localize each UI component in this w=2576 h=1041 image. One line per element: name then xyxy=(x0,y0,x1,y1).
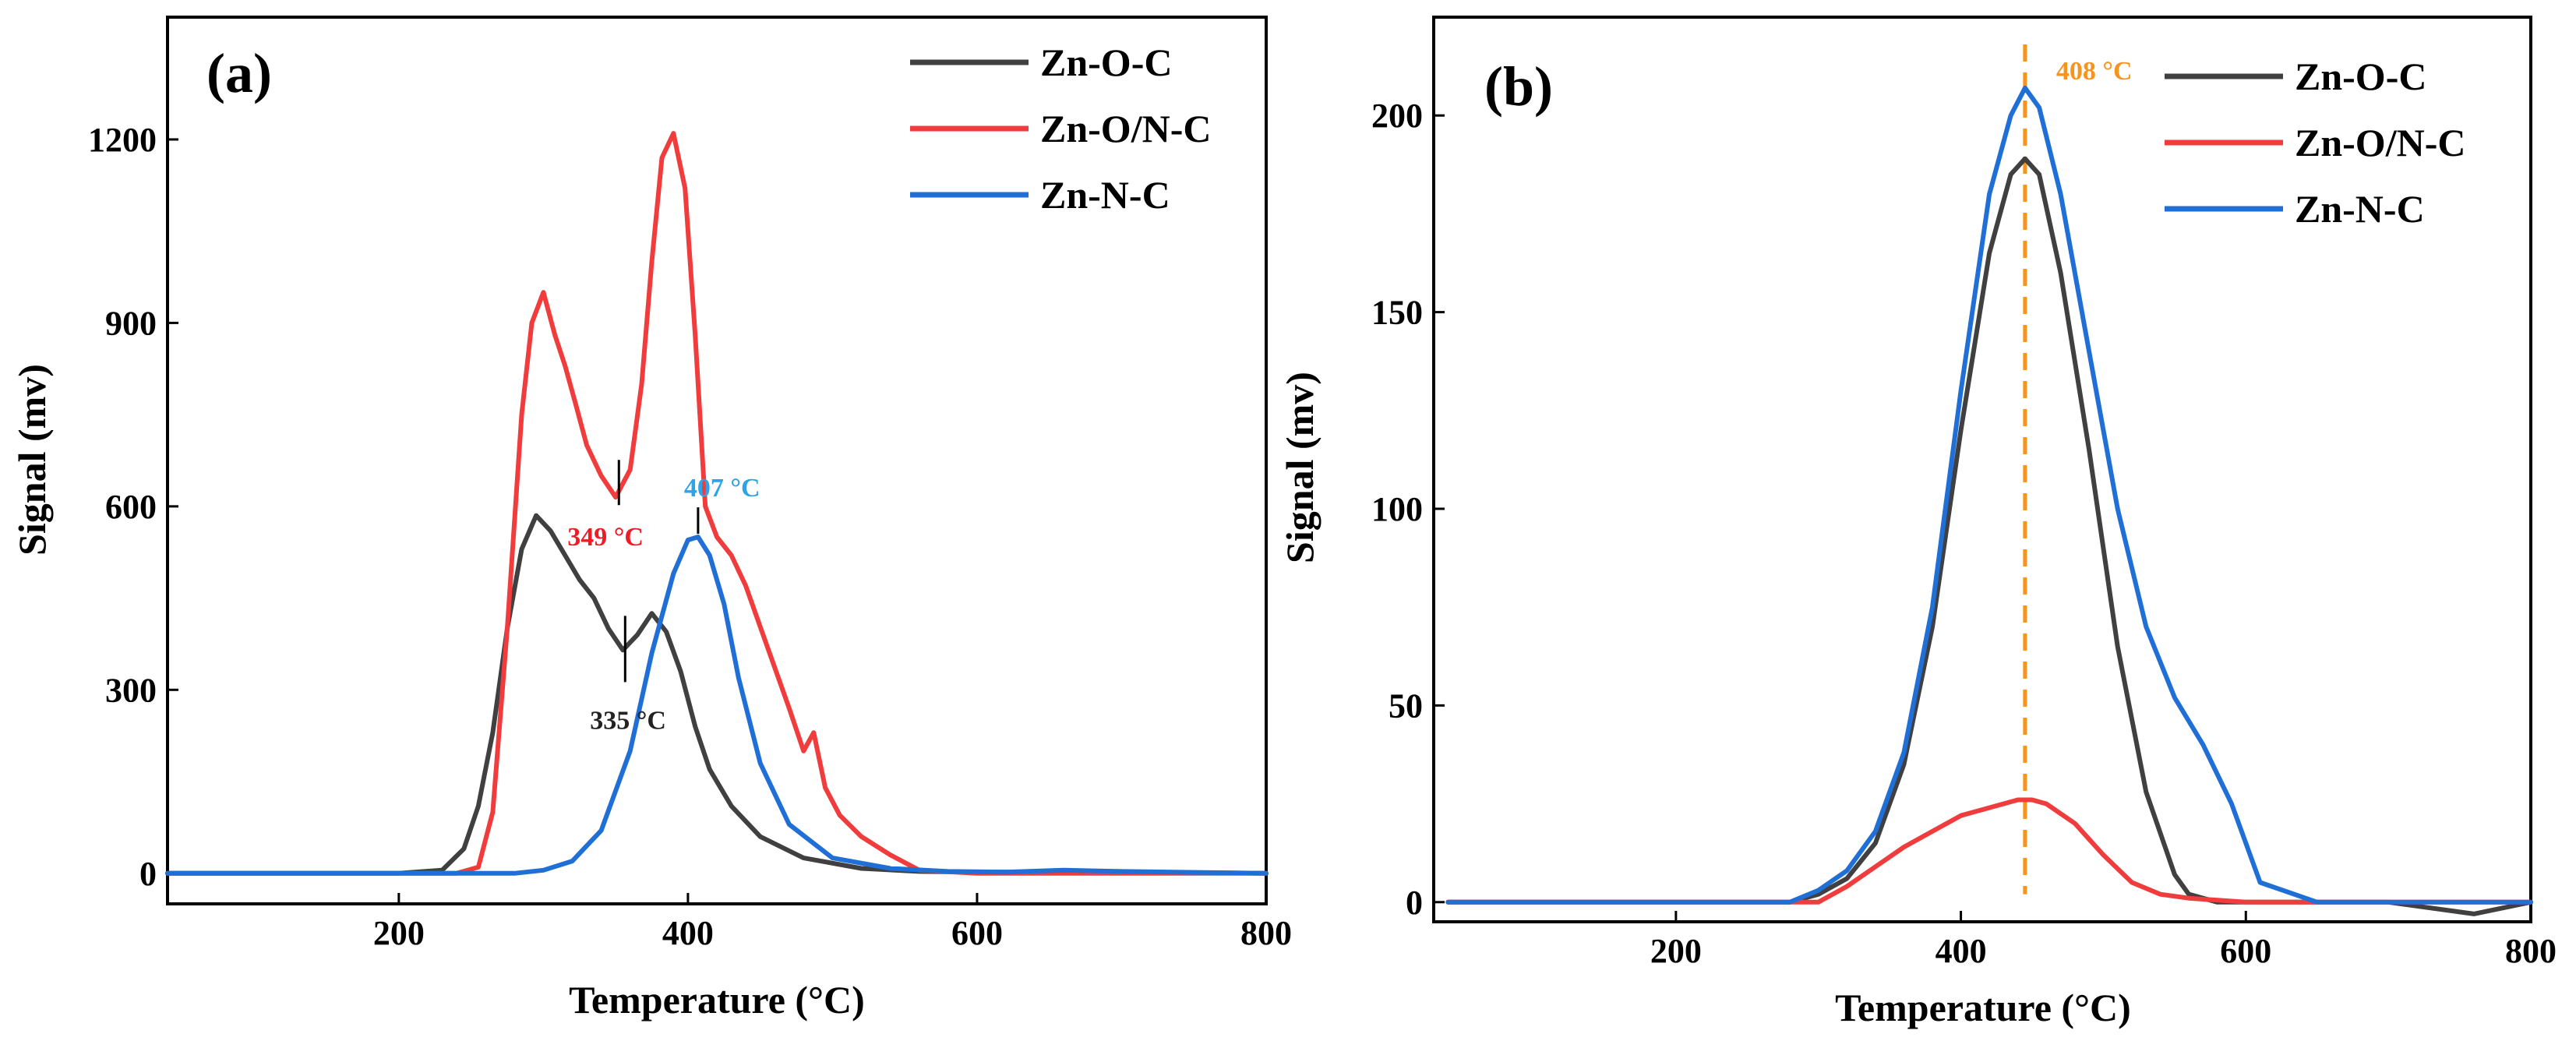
panel-a-x-tick-label: 400 xyxy=(662,914,714,952)
panel-a-y-tick-label: 300 xyxy=(105,671,157,709)
panel-b-y-tick-label: 50 xyxy=(1389,686,1423,725)
panel-a-x-axis-label: Temperature (°C) xyxy=(569,978,865,1022)
panel-a-plot-frame xyxy=(166,16,1268,905)
panel-b-x-tick-label: 200 xyxy=(1650,932,1702,970)
panel-b-legend-entry: Zn-O-C xyxy=(2295,55,2426,98)
panel-b-label: (b) xyxy=(1484,55,1553,118)
panel-a-series-line-zn-o-c xyxy=(165,513,1269,876)
panel-a-series-line-zn-o-n-c xyxy=(165,131,1269,876)
panel-b-series-line-zn-n-c xyxy=(1445,85,2533,905)
panel-a-x-tick-label: 200 xyxy=(373,914,425,952)
panel-b-y-tick-label: 0 xyxy=(1406,884,1423,922)
panel-a-y-axis-label: Signal (mv) xyxy=(10,364,54,556)
panel-a-annotation-label: 335 °C xyxy=(590,706,666,735)
panel-a-y-tick-label: 600 xyxy=(105,488,157,526)
panel-a-y-tick-label: 0 xyxy=(139,855,157,893)
panel-a-series-line-zn-n-c xyxy=(165,535,1269,876)
panel-b-x-tick-label: 400 xyxy=(1936,932,1987,970)
panel-a-y-tick-label: 900 xyxy=(105,304,157,342)
panel-a-x-tick-label: 800 xyxy=(1240,914,1292,952)
panel-a-y-tick-label: 1200 xyxy=(88,121,157,159)
panel-a-legend-entry: Zn-O-C xyxy=(1040,41,1172,84)
panel-b-series-line-zn-o-n-c xyxy=(1445,797,2533,905)
panel-a-label: (a) xyxy=(206,42,272,104)
panel-a-legend-entry: Zn-O/N-C xyxy=(1040,107,1211,150)
panel-a-legend-entry: Zn-N-C xyxy=(1040,173,1170,217)
panel-b-y-axis-label: Signal (mv) xyxy=(1278,372,1322,563)
panel-b-y-tick-label: 200 xyxy=(1371,97,1423,135)
panel-b-legend-entry: Zn-N-C xyxy=(2295,187,2425,231)
panel-a-annotation-label: 349 °C xyxy=(567,523,644,552)
panel-b-x-axis-label: Temperature (°C) xyxy=(1835,986,2131,1029)
panel-b-series-line-zn-o-c xyxy=(1445,156,2533,916)
panel-a-x-tick-label: 600 xyxy=(951,914,1003,952)
panel-b-plot-frame xyxy=(1432,16,2532,923)
panel-a-annotation-label: 407 °C xyxy=(684,474,760,503)
panel-b-x-tick-label: 800 xyxy=(2505,932,2557,970)
panel-b-x-tick-label: 600 xyxy=(2220,932,2271,970)
panel-b-peak-annotation: 408 °C xyxy=(2056,57,2133,86)
panel-b-legend-entry: Zn-O/N-C xyxy=(2295,121,2465,164)
panel-b-y-tick-label: 100 xyxy=(1371,490,1423,528)
panel-b-y-tick-label: 150 xyxy=(1371,294,1423,332)
